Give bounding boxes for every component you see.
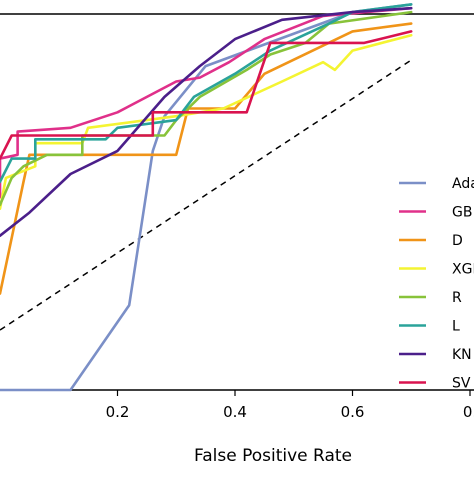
x-axis-label: False Positive Rate	[194, 446, 352, 466]
legend-label-gb: GB	[452, 205, 472, 221]
legend-label-xgb: XGB	[452, 262, 474, 278]
series-line-gb	[0, 6, 413, 199]
legend-label-l: L	[452, 319, 460, 335]
x-tick-label: 0.2	[106, 403, 130, 421]
series-line-l	[0, 3, 413, 184]
series-line-d	[0, 22, 413, 295]
series-line-r	[0, 10, 413, 207]
x-tick-label: 0.	[463, 403, 474, 421]
series-line-xgb	[0, 33, 413, 210]
legend-label-adab: AdaB	[452, 176, 474, 192]
legend-label-r: R	[452, 290, 462, 306]
series-line-sv	[0, 30, 413, 160]
legend-label-kn: KN	[452, 347, 472, 363]
legend-label-sv: SV	[452, 376, 471, 392]
x-tick-label: 0.6	[341, 403, 365, 421]
chance-reference-line	[0, 59, 412, 331]
series-line-kn	[0, 6, 413, 237]
series-line-adab	[0, 3, 413, 392]
x-tick-label: 0.4	[223, 403, 247, 421]
legend-label-d: D	[452, 233, 463, 249]
